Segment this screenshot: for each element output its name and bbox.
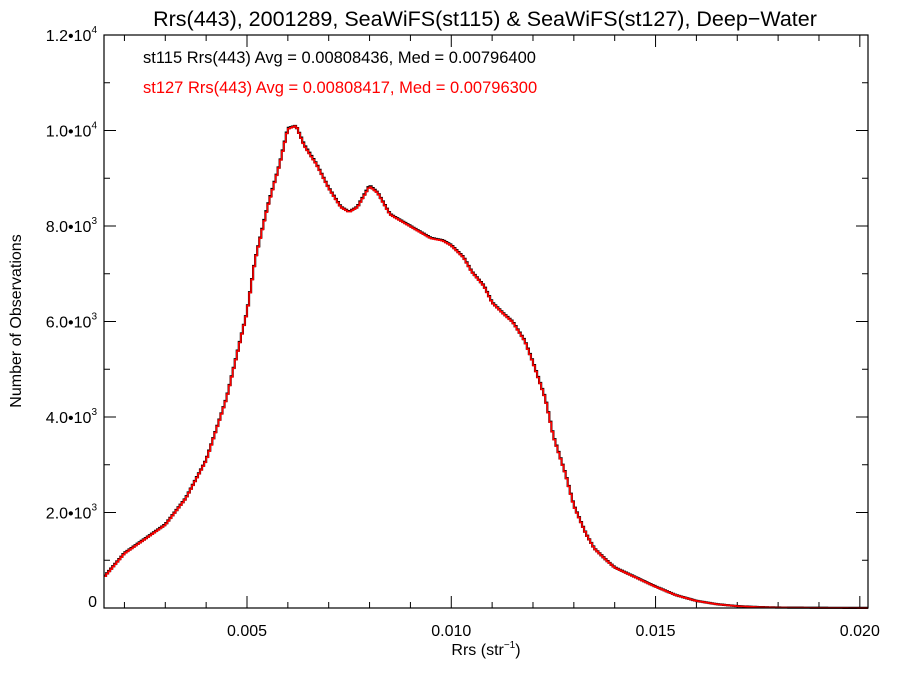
y-tick-label-mantissa: 8.0•10	[46, 219, 92, 236]
axis-ticks-layer	[104, 34, 868, 609]
y-axis-label: Number of Observations	[8, 234, 25, 407]
x-axis-label-end: )	[515, 642, 520, 659]
y-tick-labels: 02.0•1034.0•1036.0•1038.0•1031.0•1041.2•…	[46, 25, 98, 611]
y-tick-label-mantissa: 0	[88, 594, 97, 611]
x-tick-label: 0.015	[636, 623, 676, 640]
y-tick-label: 0	[88, 594, 97, 611]
x-axis-label: Rrs (str−1)	[451, 640, 520, 659]
x-tick-labels: 0.005 0.010 0.015 0.020	[227, 623, 880, 640]
series-st115-line	[104, 124, 868, 609]
y-tick-label-exponent: 3	[91, 312, 97, 323]
series-st127-line	[104, 125, 868, 609]
series-layer	[104, 124, 868, 609]
x-axis-label-sup: −1	[504, 640, 516, 651]
x-tick-label: 0.005	[227, 623, 267, 640]
y-tick-label-exponent: 3	[91, 503, 97, 514]
y-tick-label-exponent: 4	[91, 25, 97, 36]
y-tick-label-exponent: 3	[91, 407, 97, 418]
legend-entry-st127: st127 Rrs(443) Avg = 0.00808417, Med = 0…	[143, 79, 537, 97]
y-tick-label-mantissa: 6.0•10	[46, 315, 92, 332]
y-tick-label-exponent: 4	[91, 121, 97, 132]
legend-entry-st115: st115 Rrs(443) Avg = 0.00808436, Med = 0…	[143, 49, 536, 67]
x-tick-label: 0.010	[431, 623, 471, 640]
y-tick-label: 4.0•103	[46, 407, 98, 427]
x-tick-label: 0.020	[840, 623, 880, 640]
y-tick-label: 1.0•104	[46, 121, 98, 141]
y-tick-label-mantissa: 1.0•10	[46, 124, 92, 141]
x-axis-label-main: Rrs (str	[451, 642, 504, 659]
y-tick-label-mantissa: 4.0•10	[46, 410, 92, 427]
y-tick-label: 8.0•103	[46, 216, 98, 236]
y-tick-label-exponent: 3	[91, 216, 97, 227]
plot-frame	[103, 34, 869, 609]
y-tick-label-mantissa: 1.2•10	[46, 28, 92, 45]
y-tick-label: 1.2•104	[46, 25, 98, 45]
y-tick-label: 6.0•103	[46, 312, 98, 332]
y-tick-label: 2.0•103	[46, 503, 98, 523]
y-tick-label-mantissa: 2.0•10	[46, 506, 92, 523]
chart-title: Rrs(443), 2001289, SeaWiFS(st115) & SeaW…	[153, 7, 817, 31]
